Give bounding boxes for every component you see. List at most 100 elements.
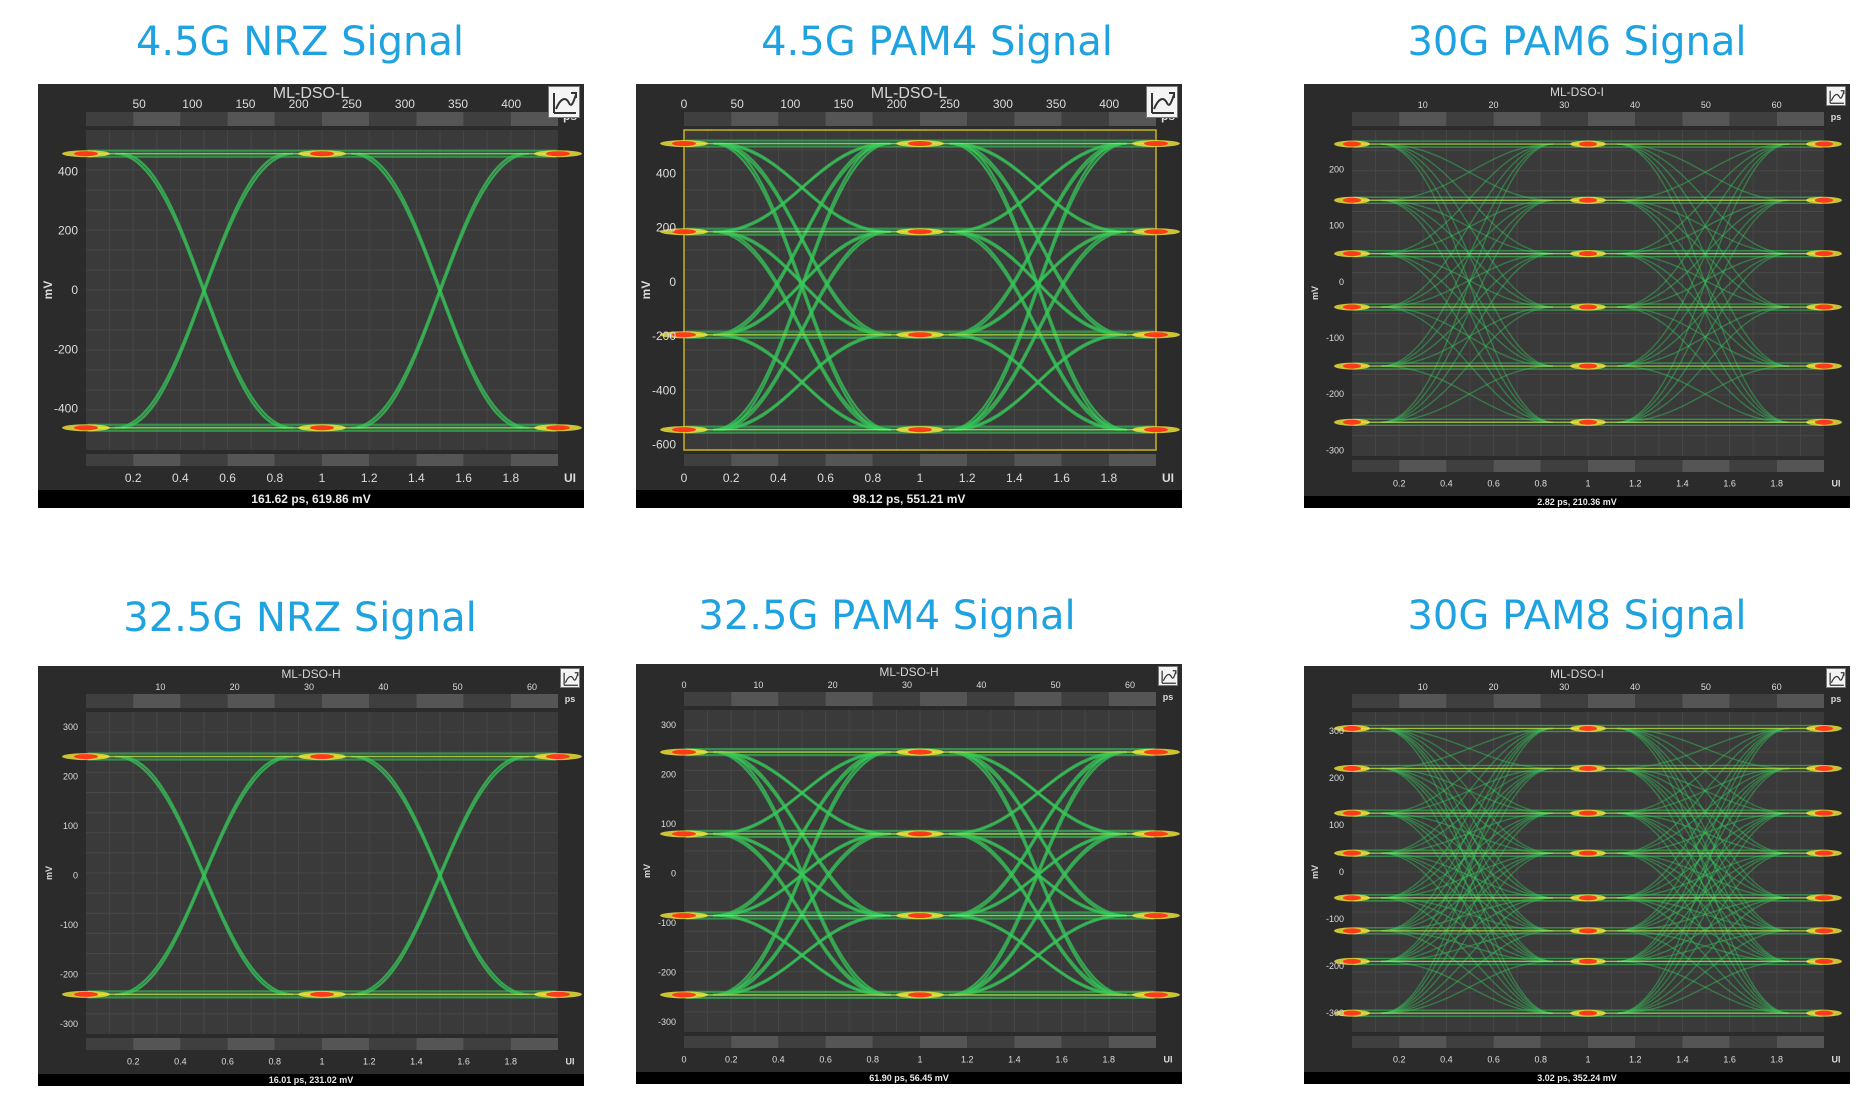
ruler-block xyxy=(1108,692,1156,706)
level-hotspot xyxy=(1815,928,1833,934)
transition-trace xyxy=(955,142,1127,336)
instrument-title: ML-DSO-I xyxy=(1550,667,1604,681)
eye-traces xyxy=(1334,140,1842,426)
level-hotspot xyxy=(1343,304,1361,310)
level-hotspot xyxy=(672,831,696,837)
graph-settings-icon[interactable] xyxy=(1158,666,1178,686)
level-hotspot xyxy=(908,141,932,147)
transition-trace xyxy=(1617,897,1789,932)
transition-trace xyxy=(1381,897,1553,1014)
ruler-block xyxy=(684,692,732,706)
transition-trace xyxy=(1381,812,1553,963)
time-tick-label: 350 xyxy=(1046,97,1066,111)
ruler-block xyxy=(1682,460,1730,472)
transition-trace xyxy=(949,142,1121,336)
ruler-block xyxy=(180,112,228,126)
transition-trace xyxy=(1617,199,1789,423)
ruler-block xyxy=(1446,112,1494,126)
ruler-block xyxy=(227,1038,275,1050)
transition-trace xyxy=(1617,199,1789,255)
graph-settings-icon[interactable] xyxy=(1826,86,1846,106)
ruler-block xyxy=(872,692,920,706)
ruler-block xyxy=(920,692,968,706)
ruler-block xyxy=(1108,112,1156,126)
time-tick-label: 30 xyxy=(1559,100,1569,110)
ruler-block xyxy=(1061,112,1109,126)
eye-traces xyxy=(660,748,1180,999)
time-tick-label: 350 xyxy=(448,97,468,111)
transition-trace xyxy=(1381,143,1553,308)
ui-tick-label: 1.2 xyxy=(1629,1055,1642,1065)
graph-settings-icon[interactable] xyxy=(1146,86,1178,118)
eye-traces xyxy=(62,149,582,432)
graph-settings-icon[interactable] xyxy=(560,668,580,688)
ruler-block xyxy=(416,112,464,126)
level-hotspot xyxy=(1579,197,1597,203)
ui-tick-label: 0.8 xyxy=(269,1057,282,1067)
ruler-block xyxy=(369,112,417,126)
time-tick-label: 10 xyxy=(155,682,165,692)
transition-trace xyxy=(1381,727,1553,854)
time-tick-label: 20 xyxy=(1489,100,1499,110)
transition-trace xyxy=(1381,930,1553,963)
transition-trace xyxy=(1617,199,1789,255)
ruler-block xyxy=(1635,112,1683,126)
ruler-block xyxy=(510,454,558,466)
ui-tick-label: 1.2 xyxy=(1629,479,1642,489)
ruler-block xyxy=(180,694,228,708)
ruler-block xyxy=(1352,694,1400,708)
y-tick-label: -200 xyxy=(60,970,78,980)
y-tick-label: 200 xyxy=(656,221,676,235)
transition-trace xyxy=(351,755,523,996)
transition-trace xyxy=(1381,767,1553,814)
eye-diagram-svg: 300 200 100 0 -100 -200 -300 mV 10 20 30 40 50 60 ps 0.… xyxy=(44,682,582,1067)
y-tick-label: -100 xyxy=(1326,333,1344,343)
time-tick-label: 20 xyxy=(1489,682,1499,692)
y-tick-label: 100 xyxy=(661,819,676,829)
cursor-readout: 2.82 ps, 210.36 mV xyxy=(1304,496,1850,508)
ui-tick-label: 0.4 xyxy=(772,1055,785,1065)
y-tick-label: 200 xyxy=(63,771,78,781)
time-tick-label: 100 xyxy=(182,97,202,111)
transition-trace xyxy=(1617,812,1789,854)
graph-settings-icon[interactable] xyxy=(548,86,580,118)
level-hotspot xyxy=(672,332,696,338)
ruler-block xyxy=(684,1036,732,1048)
transition-trace xyxy=(1381,727,1553,770)
ruler-block xyxy=(180,1038,228,1050)
transition-trace xyxy=(1617,852,1789,899)
level-hotspot xyxy=(74,754,98,760)
level-hotspot xyxy=(310,991,334,997)
eye-traces xyxy=(62,752,582,999)
ui-tick-label: 0.6 xyxy=(819,1055,832,1065)
y-tick-label: 0 xyxy=(671,868,676,878)
transition-trace xyxy=(1617,143,1789,367)
transition-trace xyxy=(1617,199,1789,423)
transition-trace xyxy=(949,832,1121,996)
ui-tick-label: 0.2 xyxy=(127,1057,140,1067)
y-tick-label: -100 xyxy=(658,918,676,928)
ui-tick-label: 0.2 xyxy=(125,471,142,485)
ruler-block xyxy=(369,454,417,466)
transition-trace xyxy=(1381,306,1553,423)
caption-32-5g-pam4: 32.5G PAM4 Signal xyxy=(698,593,1076,639)
ruler-block xyxy=(180,454,228,466)
time-tick-label: 400 xyxy=(1099,97,1119,111)
ui-tick-label: 0.4 xyxy=(174,1057,187,1067)
transition-trace xyxy=(1381,252,1553,423)
ruler-block xyxy=(920,112,968,126)
instrument-title: ML-DSO-I xyxy=(1550,85,1604,99)
transition-trace xyxy=(1381,727,1553,932)
graph-settings-icon[interactable] xyxy=(1826,668,1846,688)
transition-trace xyxy=(1617,852,1789,963)
eye-diagram-panel: ML-DSO-H 300 200 100 0 -100 -200 -300 mV 10 20 30 40… xyxy=(38,666,584,1086)
cursor-readout: 61.90 ps, 56.45 mV xyxy=(636,1072,1182,1084)
ruler-block xyxy=(825,112,873,126)
time-tick-label: 0 xyxy=(681,680,686,690)
level-hotspot xyxy=(1815,958,1833,964)
transition-trace xyxy=(1381,252,1553,308)
ui-tick-label: 0.6 xyxy=(221,1057,234,1067)
transition-trace xyxy=(1381,143,1553,308)
level-hotspot xyxy=(1343,197,1361,203)
